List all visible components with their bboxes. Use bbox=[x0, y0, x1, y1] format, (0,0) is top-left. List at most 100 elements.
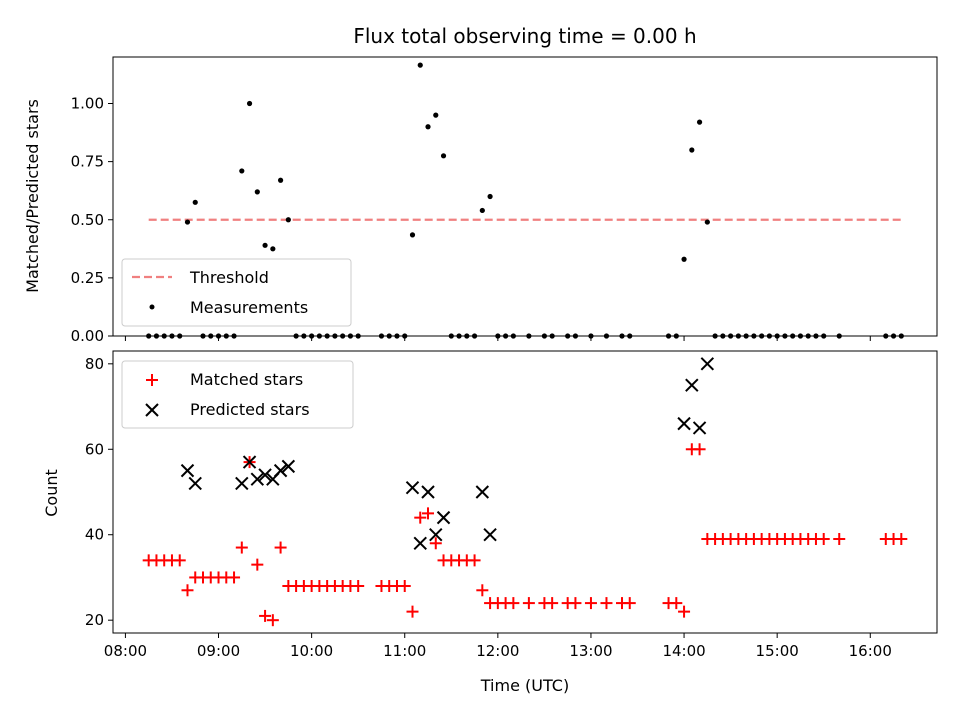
predicted-star-point bbox=[258, 468, 272, 482]
x-tick-label: 09:00 bbox=[197, 642, 240, 660]
top-axis-ticks: 0.00 0.25 0.50 0.75 1.00 bbox=[71, 95, 871, 345]
measurement-point bbox=[192, 199, 198, 205]
matched-star-point bbox=[173, 554, 186, 567]
top-plot-area bbox=[146, 62, 904, 339]
measurement-point bbox=[409, 232, 416, 238]
measurement-point bbox=[425, 124, 431, 130]
measurement-point bbox=[704, 219, 710, 225]
x-tick-label: 15:00 bbox=[756, 642, 799, 660]
bottom-y-axis-label: Count bbox=[42, 469, 61, 517]
bottom-y-tick-label: 80 bbox=[85, 355, 104, 373]
matched-star-point bbox=[507, 597, 520, 610]
top-y-tick-label: 1.00 bbox=[71, 95, 104, 113]
matched-star-point bbox=[235, 541, 248, 554]
measurement-point bbox=[254, 189, 260, 195]
predicted-star-point bbox=[180, 463, 195, 478]
matched-star-point bbox=[546, 597, 559, 610]
measurement-point bbox=[277, 177, 284, 183]
bottom-plot-area bbox=[142, 357, 908, 627]
bottom-y-tick-label: 20 bbox=[85, 611, 104, 629]
legend-measurements-swatch bbox=[149, 304, 155, 310]
matched-star-point bbox=[670, 597, 683, 610]
measurement-point bbox=[246, 100, 253, 107]
predicted-star-point bbox=[250, 472, 265, 486]
matched-star-point bbox=[895, 533, 908, 545]
top-legend: Threshold Measurements bbox=[121, 258, 352, 327]
measurement-point bbox=[285, 217, 291, 223]
predicted-star-point bbox=[700, 357, 715, 371]
predicted-star-point bbox=[413, 536, 427, 550]
predicted-star-point bbox=[677, 416, 691, 431]
predicted-star-point bbox=[188, 476, 202, 491]
bottom-y-tick-label: 40 bbox=[85, 526, 104, 544]
measurement-point bbox=[696, 119, 703, 125]
predicted-star-point bbox=[429, 528, 443, 542]
matched-star-point bbox=[398, 580, 411, 592]
measurement-point bbox=[479, 207, 485, 214]
measurement-point bbox=[681, 256, 687, 262]
matched-star-point bbox=[422, 507, 435, 520]
predicted-star-point bbox=[475, 485, 490, 499]
predicted-star-point bbox=[273, 463, 288, 478]
measurement-point bbox=[689, 147, 695, 153]
top-y-tick-label: 0.00 bbox=[71, 327, 104, 345]
measurement-point bbox=[417, 62, 423, 68]
predicted-star-point bbox=[405, 481, 420, 495]
matched-star-point bbox=[600, 597, 613, 610]
bottom-axes-frame bbox=[112, 350, 938, 634]
legend-matched-label: Matched stars bbox=[190, 370, 303, 389]
measurement-point bbox=[270, 246, 276, 252]
predicted-star-point bbox=[242, 455, 257, 469]
matched-star-point bbox=[251, 558, 264, 571]
top-y-tick-label: 0.75 bbox=[71, 153, 104, 171]
legend-predicted-swatch bbox=[145, 403, 159, 417]
matched-star-point bbox=[476, 584, 489, 597]
x-tick-label: 11:00 bbox=[383, 642, 426, 660]
x-axis-label: Time (UTC) bbox=[480, 676, 569, 695]
matched-star-point bbox=[259, 609, 272, 622]
bottom-legend: Matched stars Predicted stars bbox=[121, 360, 354, 429]
matched-star-point bbox=[623, 597, 636, 610]
predicted-star-point bbox=[483, 528, 497, 542]
x-tick-label: 16:00 bbox=[849, 642, 892, 660]
matched-star-point bbox=[817, 533, 830, 545]
matched-star-point bbox=[584, 597, 597, 610]
top-panel: Flux total observing time = 0.00 h Match… bbox=[23, 24, 938, 345]
measurement-point bbox=[487, 193, 493, 200]
matched-star-point bbox=[569, 597, 582, 610]
matched-star-point bbox=[266, 614, 279, 627]
matched-star-point bbox=[406, 605, 419, 618]
x-tick-label: 14:00 bbox=[662, 642, 705, 660]
x-tick-label: 10:00 bbox=[290, 642, 333, 660]
top-y-tick-label: 0.25 bbox=[71, 269, 104, 287]
matched-star-point bbox=[833, 533, 846, 545]
x-tick-label: 08:00 bbox=[104, 642, 147, 660]
predicted-star-point bbox=[436, 510, 451, 525]
matched-star-point bbox=[522, 597, 535, 610]
measurement-point bbox=[184, 219, 191, 225]
legend-predicted-label: Predicted stars bbox=[190, 400, 310, 419]
legend-measurements-label: Measurements bbox=[190, 298, 308, 317]
top-legend-box bbox=[121, 258, 352, 327]
measurement-point bbox=[262, 242, 268, 248]
bottom-y-tick-label: 60 bbox=[85, 440, 104, 458]
measurement-point bbox=[440, 153, 447, 159]
matched-star-point bbox=[429, 537, 442, 550]
matched-star-point bbox=[181, 584, 194, 597]
predicted-star-point bbox=[692, 421, 707, 435]
bottom-panel: Count Time (UTC) 20 40 60 80 08:00 09:00 10:00… bbox=[42, 350, 938, 695]
matched-star-point bbox=[274, 541, 287, 554]
top-y-axis-label: Matched/Predicted stars bbox=[23, 99, 42, 293]
legend-matched-swatch bbox=[146, 374, 158, 386]
matched-star-point bbox=[468, 554, 481, 567]
matched-star-point bbox=[414, 511, 427, 524]
predicted-star-point bbox=[685, 378, 699, 392]
bottom-axis-ticks: 20 40 60 80 08:00 09:00 10:00 11:00 12:00 13:00 14… bbox=[85, 355, 892, 660]
bottom-legend-box bbox=[121, 360, 354, 429]
matched-star-point bbox=[228, 571, 241, 584]
predicted-star-point bbox=[235, 476, 249, 491]
legend-threshold-label: Threshold bbox=[189, 268, 269, 287]
matched-star-point bbox=[678, 605, 691, 618]
top-axes-frame bbox=[112, 56, 938, 337]
